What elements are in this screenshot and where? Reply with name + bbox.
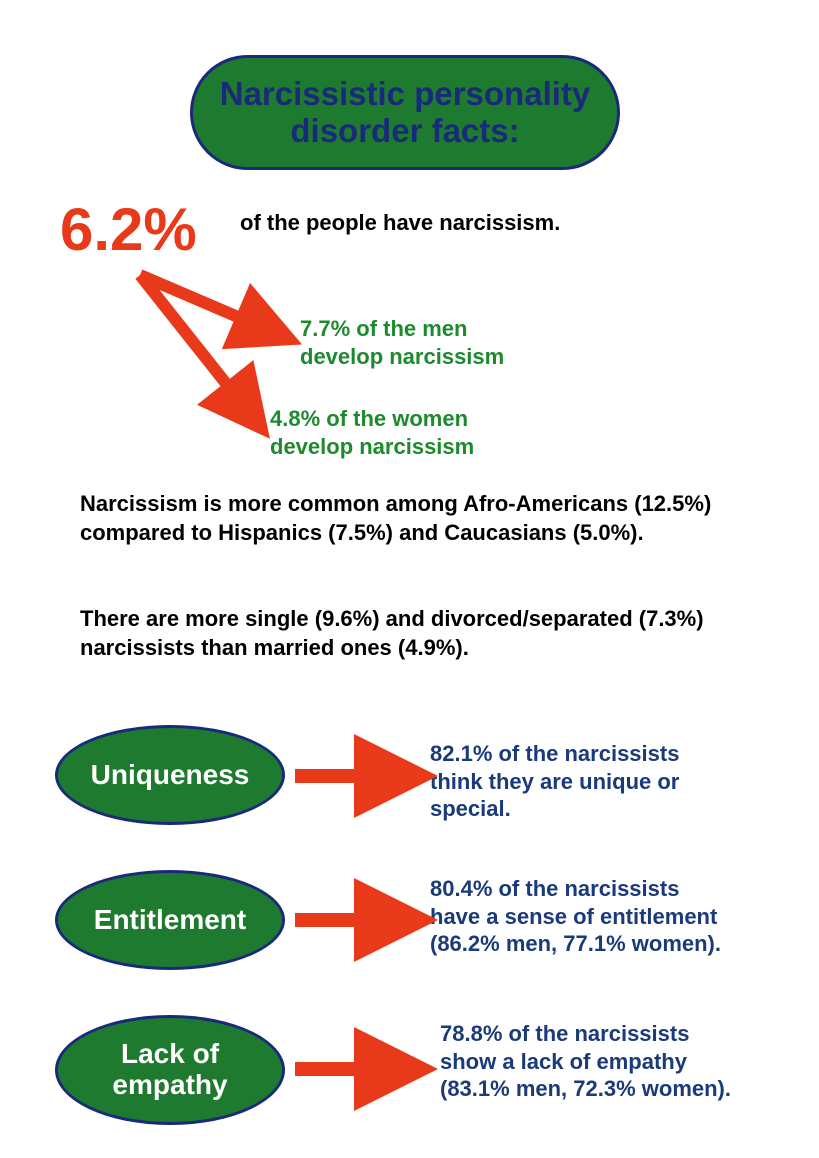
paragraph-demographics: Narcissism is more common among Afro-Ame… — [80, 490, 720, 547]
trait-label: Entitlement — [94, 905, 246, 936]
breakdown-women: 4.8% of the women develop narcissism — [270, 405, 474, 460]
paragraph-marital: There are more single (9.6%) and divorce… — [80, 605, 720, 662]
headline-caption: of the people have narcissism. — [240, 210, 560, 236]
trait-oval-entitlement: Entitlement — [55, 870, 285, 970]
trait-desc-entitlement: 80.4% of the narcissists have a sense of… — [430, 875, 730, 958]
arrow — [140, 275, 255, 420]
trait-desc-uniqueness: 82.1% of the narcissists think they are … — [430, 740, 730, 823]
trait-desc-empathy: 78.8% of the narcissists show a lack of … — [440, 1020, 740, 1103]
arrows-layer — [0, 0, 819, 1158]
trait-oval-empathy: Lack of empathy — [55, 1015, 285, 1125]
trait-oval-uniqueness: Uniqueness — [55, 725, 285, 825]
trait-label: Uniqueness — [91, 760, 250, 791]
title-text: Narcissistic personality disorder facts: — [220, 76, 591, 149]
arrow — [140, 275, 280, 335]
title-pill: Narcissistic personality disorder facts: — [190, 55, 620, 170]
headline-percent: 6.2% — [60, 195, 197, 264]
breakdown-men: 7.7% of the men develop narcissism — [300, 315, 504, 370]
trait-label: Lack of empathy — [112, 1039, 227, 1101]
